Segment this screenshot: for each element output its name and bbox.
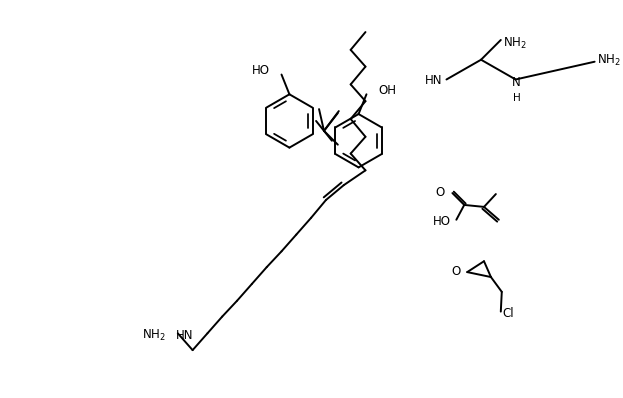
Text: O: O bbox=[435, 185, 444, 199]
Text: NH$_2$: NH$_2$ bbox=[597, 53, 621, 68]
Text: NH$_2$: NH$_2$ bbox=[142, 328, 166, 343]
Text: HN: HN bbox=[425, 74, 442, 87]
Text: N: N bbox=[512, 76, 521, 90]
Text: NH$_2$: NH$_2$ bbox=[503, 36, 526, 51]
Text: H: H bbox=[513, 93, 520, 103]
Text: HO: HO bbox=[432, 215, 450, 228]
Text: O: O bbox=[451, 265, 460, 278]
Text: OH: OH bbox=[378, 84, 396, 97]
Text: HN: HN bbox=[176, 329, 194, 342]
Text: HO: HO bbox=[252, 64, 270, 77]
Text: Cl: Cl bbox=[503, 307, 515, 320]
